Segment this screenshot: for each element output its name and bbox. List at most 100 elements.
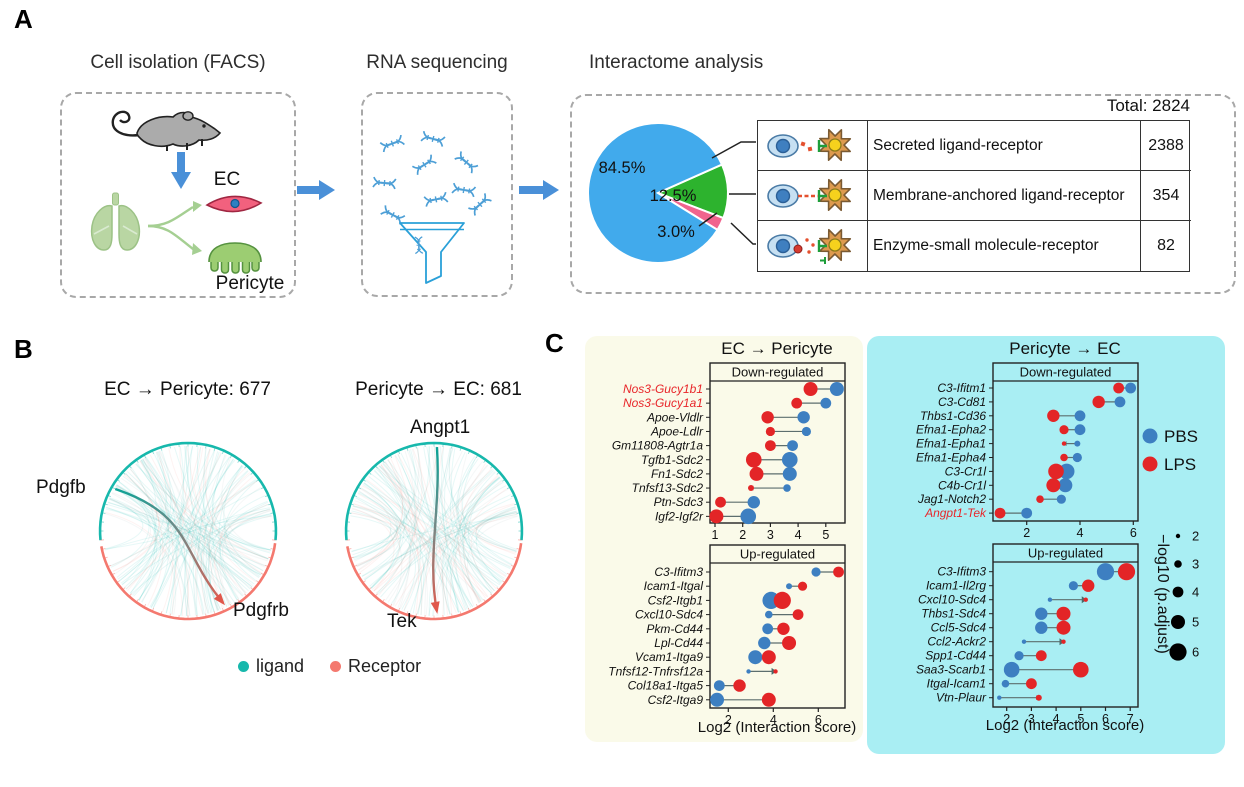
svg-text:Igf2-Igf2r: Igf2-Igf2r — [655, 509, 704, 523]
pdgfrb-label: Pdgfrb — [233, 600, 289, 621]
svg-text:Angpt1-Tek: Angpt1-Tek — [924, 506, 987, 520]
mouse-icon — [111, 110, 222, 151]
panel-b-label: B — [14, 334, 33, 364]
svg-text:4: 4 — [795, 528, 802, 542]
interactome-pie-chart: 84.5%12.5% 3.0% — [587, 122, 756, 264]
svg-text:Ptn-Sdc3: Ptn-Sdc3 — [654, 495, 704, 509]
ec-pericyte-dotplots: Down-regulated 1 2 3 4 5 Nos3-Gucy1b1Nos3-Gucy… — [608, 362, 856, 736]
rna-sequencing-box — [361, 92, 513, 297]
dotplot-left-title: EC → Pericyte — [721, 339, 833, 358]
svg-text:Csf2-Itgb1: Csf2-Itgb1 — [648, 593, 703, 607]
secreted-ligand-receptor-icon — [758, 121, 868, 171]
svg-text:Vcam1-Itga9: Vcam1-Itga9 — [635, 650, 703, 664]
svg-text:7: 7 — [1127, 712, 1134, 726]
ligand-dot-icon — [238, 661, 249, 672]
svg-text:Icam1-Il2rg: Icam1-Il2rg — [926, 579, 986, 593]
svg-text:Lpl-Cd44: Lpl-Cd44 — [654, 636, 703, 650]
step1-title: Cell isolation (FACS) — [90, 52, 266, 73]
svg-text:Down-regulated: Down-regulated — [732, 365, 824, 380]
table-row-count: 82 — [1157, 237, 1175, 254]
svg-text:Log2 (Interaction score): Log2 (Interaction score) — [986, 717, 1144, 734]
svg-text:Icam1-Itgal: Icam1-Itgal — [644, 579, 704, 593]
svg-text:2: 2 — [1192, 529, 1199, 544]
svg-text:PBS: PBS — [1164, 427, 1198, 446]
svg-text:C3-Ifitm3: C3-Ifitm3 — [654, 565, 703, 579]
receptor-legend-label: Receptor — [348, 656, 422, 676]
svg-text:C3-Ifitm1: C3-Ifitm1 — [937, 381, 986, 395]
svg-text:3.0%: 3.0% — [657, 223, 695, 241]
svg-text:1: 1 — [712, 528, 719, 542]
step2-title: RNA sequencing — [366, 52, 508, 73]
svg-text:Apoe-Ldlr: Apoe-Ldlr — [650, 424, 704, 438]
ligand-receptor-legend: ligand Receptor — [238, 656, 421, 677]
svg-text:2: 2 — [1023, 526, 1030, 540]
svg-text:Spp1-Cd44: Spp1-Cd44 — [925, 649, 986, 663]
svg-text:4: 4 — [1053, 712, 1060, 726]
svg-text:Itgal-Icam1: Itgal-Icam1 — [927, 677, 986, 691]
table-row-count: 354 — [1141, 171, 1191, 221]
svg-text:2: 2 — [1003, 712, 1010, 726]
workflow-arrow-1-icon — [297, 180, 335, 200]
svg-text:Col18a1-Itga5: Col18a1-Itga5 — [628, 679, 704, 693]
svg-text:4: 4 — [1192, 585, 1199, 600]
svg-text:2: 2 — [739, 528, 746, 542]
angpt1-label: Angpt1 — [410, 417, 471, 438]
pericyte-ec-dotplots: Down-regulated 2 4 6 C3-Ifitm1C3-Cd81Thbs1-C… — [916, 362, 1199, 734]
svg-text:6: 6 — [1192, 645, 1199, 660]
svg-text:84.5%: 84.5% — [599, 159, 646, 177]
svg-text:Up-regulated: Up-regulated — [1028, 546, 1103, 561]
svg-text:6: 6 — [1130, 526, 1137, 540]
svg-text:4: 4 — [1077, 526, 1084, 540]
svg-text:Fn1-Sdc2: Fn1-Sdc2 — [651, 467, 703, 481]
dotplot-right-title: Pericyte → EC — [1009, 339, 1121, 358]
interactome-box — [570, 94, 1236, 294]
svg-text:Vtn-Plaur: Vtn-Plaur — [936, 691, 987, 705]
svg-text:Apoe-Vldlr: Apoe-Vldlr — [646, 410, 704, 424]
lung-icon — [90, 192, 141, 251]
svg-text:2: 2 — [725, 713, 732, 727]
svg-text:3: 3 — [767, 528, 774, 542]
svg-text:6: 6 — [1102, 712, 1109, 726]
svg-text:3: 3 — [1192, 557, 1199, 572]
membrane-anchored-ligand-receptor-icon — [758, 171, 868, 221]
pericyte-label-svg: Pericyte — [216, 273, 285, 294]
funnel-icon — [399, 222, 465, 284]
ec-cell-icon — [205, 195, 263, 213]
table-row-name: Membrane-anchored ligand-receptor — [868, 171, 1141, 221]
svg-text:Jag1-Notch2: Jag1-Notch2 — [917, 492, 986, 506]
svg-text:5: 5 — [1192, 615, 1199, 630]
panel-c-label: C — [545, 328, 564, 358]
svg-text:Tgfb1-Sdc2: Tgfb1-Sdc2 — [641, 453, 703, 467]
circos-left-title: EC → Pericyte: 677 — [104, 379, 271, 400]
svg-text:Up-regulated: Up-regulated — [740, 547, 815, 562]
svg-text:Thbs1-Sdc4: Thbs1-Sdc4 — [921, 607, 986, 621]
svg-text:Ccl2-Ackr2: Ccl2-Ackr2 — [927, 635, 986, 649]
svg-text:Efna1-Epha1: Efna1-Epha1 — [916, 437, 986, 451]
svg-text:Down-regulated: Down-regulated — [1020, 365, 1112, 380]
interaction-type-table: Secreted ligand-receptor 2388 Membrane-a… — [757, 120, 1191, 272]
total-count: Total: 2824 — [1106, 96, 1190, 115]
pdgfb-label: Pdgfb — [36, 477, 86, 498]
svg-text:C3-Cd81: C3-Cd81 — [938, 395, 986, 409]
svg-text:LPS: LPS — [1164, 455, 1196, 474]
svg-text:12.5%: 12.5% — [650, 187, 697, 205]
table-row-name: Enzyme-small molecule-receptor — [868, 221, 1141, 271]
pericyte-cell-icon — [208, 242, 262, 274]
ec-cell-label: EC — [214, 169, 240, 190]
cell-isolation-box — [60, 92, 296, 298]
cell-isolation-illustration: EC Pericyte — [90, 110, 285, 294]
circos-plot-ec-pericyte — [98, 441, 278, 621]
svg-text:Tnfsf12-Tnfrsf12a: Tnfsf12-Tnfrsf12a — [608, 664, 703, 678]
svg-text:C3-Ifitm3: C3-Ifitm3 — [937, 565, 986, 579]
ligand-legend-label: ligand — [256, 656, 305, 676]
step3-title: Interactome analysis — [589, 52, 764, 73]
svg-text:6: 6 — [815, 713, 822, 727]
svg-text:Tnfsf13-Sdc2: Tnfsf13-Sdc2 — [632, 481, 704, 495]
svg-text:Gm11808-Agtr1a: Gm11808-Agtr1a — [612, 439, 703, 453]
rna-illustration — [372, 130, 493, 284]
svg-text:Nos3-Gucy1a1: Nos3-Gucy1a1 — [623, 396, 703, 410]
down-arrow-icon — [171, 152, 191, 189]
svg-text:Csf2-Itga9: Csf2-Itga9 — [648, 693, 704, 707]
svg-text:4: 4 — [770, 713, 777, 727]
